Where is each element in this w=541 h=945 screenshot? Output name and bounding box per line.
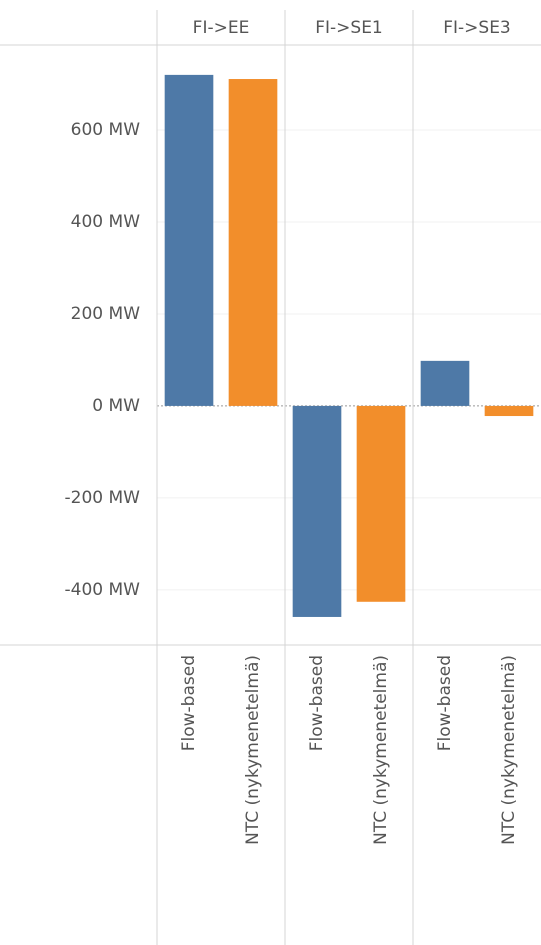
y-tick-label: 600 MW	[71, 120, 141, 140]
x-tick-label: Flow-based	[307, 655, 327, 751]
x-tick-label: Flow-based	[179, 655, 199, 751]
bar	[420, 360, 470, 406]
y-tick-label: 200 MW	[71, 304, 141, 324]
y-tick-label: 400 MW	[71, 212, 141, 232]
bar	[292, 405, 342, 617]
bar	[356, 405, 406, 602]
x-tick-label: Flow-based	[435, 655, 455, 751]
panel-header: FI->SE1	[315, 18, 383, 38]
panel-header: FI->SE3	[443, 18, 511, 38]
y-tick-label: -200 MW	[65, 488, 141, 508]
x-tick-label: NTC (nykymenetelmä)	[243, 655, 263, 845]
bar	[484, 405, 534, 417]
y-tick-label: 0 MW	[92, 396, 140, 416]
x-tick-label: NTC (nykymenetelmä)	[499, 655, 519, 845]
bar	[228, 79, 278, 406]
x-tick-label: NTC (nykymenetelmä)	[371, 655, 391, 845]
panel-header: FI->EE	[193, 18, 250, 38]
bar	[164, 74, 214, 406]
y-tick-label: -400 MW	[65, 580, 141, 600]
